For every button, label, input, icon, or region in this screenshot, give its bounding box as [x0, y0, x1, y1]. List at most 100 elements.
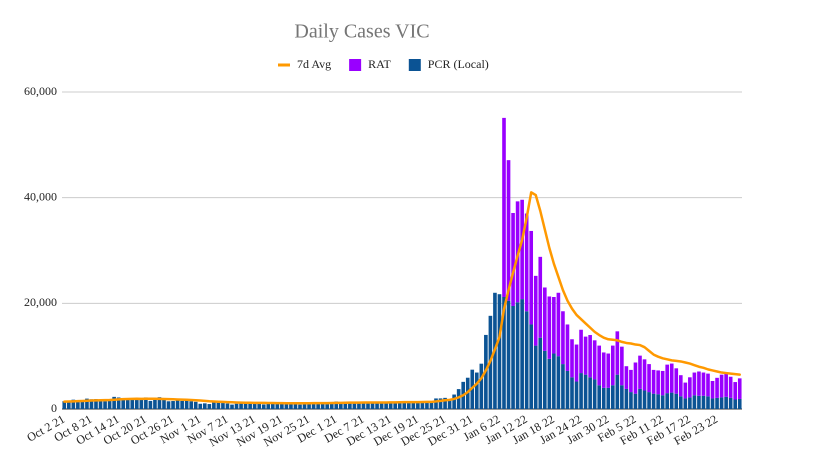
legend-label: RAT	[368, 57, 391, 71]
bar	[216, 401, 221, 409]
bar	[334, 401, 339, 409]
bar	[601, 352, 606, 388]
bar	[615, 331, 620, 375]
bar	[456, 389, 461, 409]
bar	[629, 392, 633, 409]
bar	[574, 344, 579, 382]
bar	[166, 401, 171, 409]
bar	[538, 256, 543, 338]
bar	[506, 160, 511, 301]
bar	[688, 397, 692, 409]
legend: 7d Avg RAT PCR (Local)	[278, 57, 489, 71]
bar	[502, 296, 506, 409]
bar	[724, 373, 728, 397]
bar	[85, 398, 89, 409]
bar	[325, 404, 330, 409]
bar	[171, 401, 175, 409]
bar	[180, 400, 184, 409]
bar	[266, 403, 271, 409]
bar	[379, 402, 384, 409]
bar	[624, 388, 629, 409]
bar	[76, 401, 80, 409]
bar	[728, 376, 733, 398]
bar	[592, 340, 597, 380]
bar	[570, 339, 574, 378]
bar	[552, 296, 556, 354]
bar	[520, 299, 524, 409]
bar	[384, 402, 388, 409]
bar	[683, 382, 688, 399]
bar	[397, 401, 402, 409]
bar	[443, 397, 447, 409]
bar	[697, 371, 701, 396]
bar	[370, 402, 375, 409]
bar	[556, 292, 561, 357]
bar	[633, 393, 638, 409]
bar	[352, 403, 357, 409]
bar	[533, 275, 538, 346]
bar	[597, 345, 602, 386]
bar	[121, 398, 126, 409]
bar	[579, 329, 583, 374]
bar	[497, 294, 502, 409]
bar	[184, 400, 189, 409]
bar	[139, 399, 144, 409]
bar	[162, 398, 166, 409]
bar	[715, 377, 719, 398]
bar	[638, 388, 642, 409]
bar	[710, 398, 715, 409]
bar	[393, 402, 398, 409]
bar	[669, 363, 674, 393]
bar	[592, 379, 597, 409]
bar	[284, 402, 289, 409]
bar	[597, 385, 602, 409]
bar	[715, 397, 719, 409]
legend-label: PCR (Local)	[428, 57, 489, 71]
bar	[298, 404, 302, 409]
bar	[588, 377, 592, 409]
bar	[130, 398, 135, 409]
bar	[193, 401, 198, 409]
bar	[642, 359, 647, 391]
bar	[198, 403, 203, 409]
y-tick-label: 0	[51, 401, 57, 415]
bar	[706, 396, 710, 409]
y-tick-label: 60,000	[24, 84, 57, 98]
bar	[420, 401, 425, 409]
bar	[692, 372, 697, 396]
bar	[257, 403, 262, 409]
bar	[80, 400, 85, 409]
bar	[239, 402, 243, 409]
bar	[701, 395, 706, 409]
bar	[357, 403, 361, 409]
bar	[719, 397, 724, 409]
bar	[542, 350, 547, 409]
bar	[633, 362, 638, 394]
bar	[515, 302, 520, 409]
bar	[665, 393, 670, 409]
bar	[66, 401, 71, 409]
y-tick-label: 20,000	[24, 295, 57, 309]
bar	[678, 396, 683, 409]
bar	[524, 213, 529, 312]
bar	[375, 402, 379, 409]
bar	[248, 402, 252, 409]
bar	[361, 402, 366, 409]
bar	[561, 311, 565, 365]
bar	[651, 369, 656, 394]
bar	[511, 212, 515, 306]
bar	[202, 403, 207, 409]
bar	[270, 402, 275, 409]
bar	[511, 305, 515, 409]
bar	[638, 355, 642, 389]
bar	[343, 401, 348, 409]
bar	[538, 337, 543, 409]
bar	[307, 402, 311, 409]
bar	[556, 356, 561, 409]
bar	[674, 368, 679, 394]
bar	[660, 395, 665, 409]
line	[63, 191, 741, 405]
bar	[261, 404, 266, 409]
